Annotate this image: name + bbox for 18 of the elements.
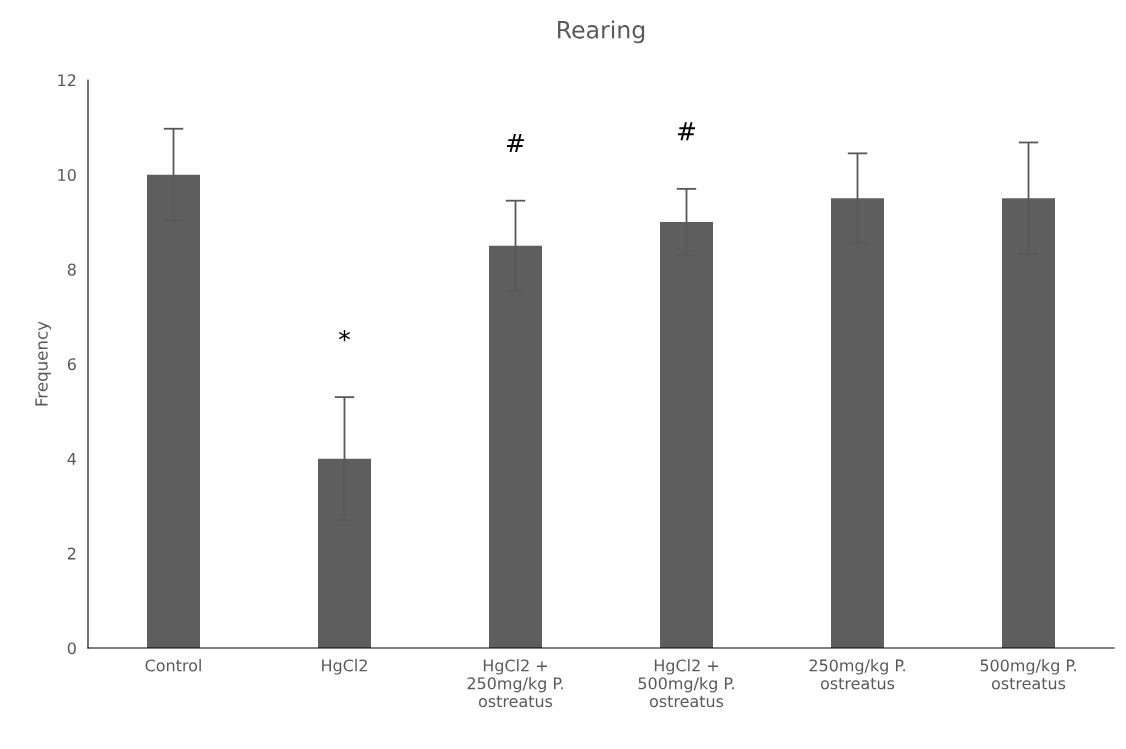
x-tick-label: 500mg/kg P. ostreatus [980, 659, 1076, 690]
x-tick-label: 250mg/kg P. ostreatus [809, 659, 905, 690]
y-tick-label: 4 [67, 453, 76, 465]
y-tick-label: 8 [67, 263, 76, 276]
y-tick-label: 2 [67, 547, 76, 560]
x-tick-label: Control [145, 659, 201, 672]
y-tick-label: 10 [58, 168, 76, 181]
x-tick-label: HgCl2 + 500mg/kg P. ostreatus [638, 659, 734, 708]
annotation: # [677, 122, 696, 141]
x-tick-label: HgCl2 [322, 659, 367, 675]
y-tick-label: 6 [67, 358, 76, 371]
y-tick-label: 0 [67, 642, 76, 655]
y-tick-label: 12 [58, 74, 76, 87]
annotation: # [506, 134, 525, 153]
y-axis-title: Frequency [35, 321, 52, 406]
annotation: * [339, 329, 350, 342]
x-tick-label: HgCl2 + 250mg/kg P. ostreatus [467, 659, 563, 708]
chart-title: Rearing [558, 20, 645, 44]
